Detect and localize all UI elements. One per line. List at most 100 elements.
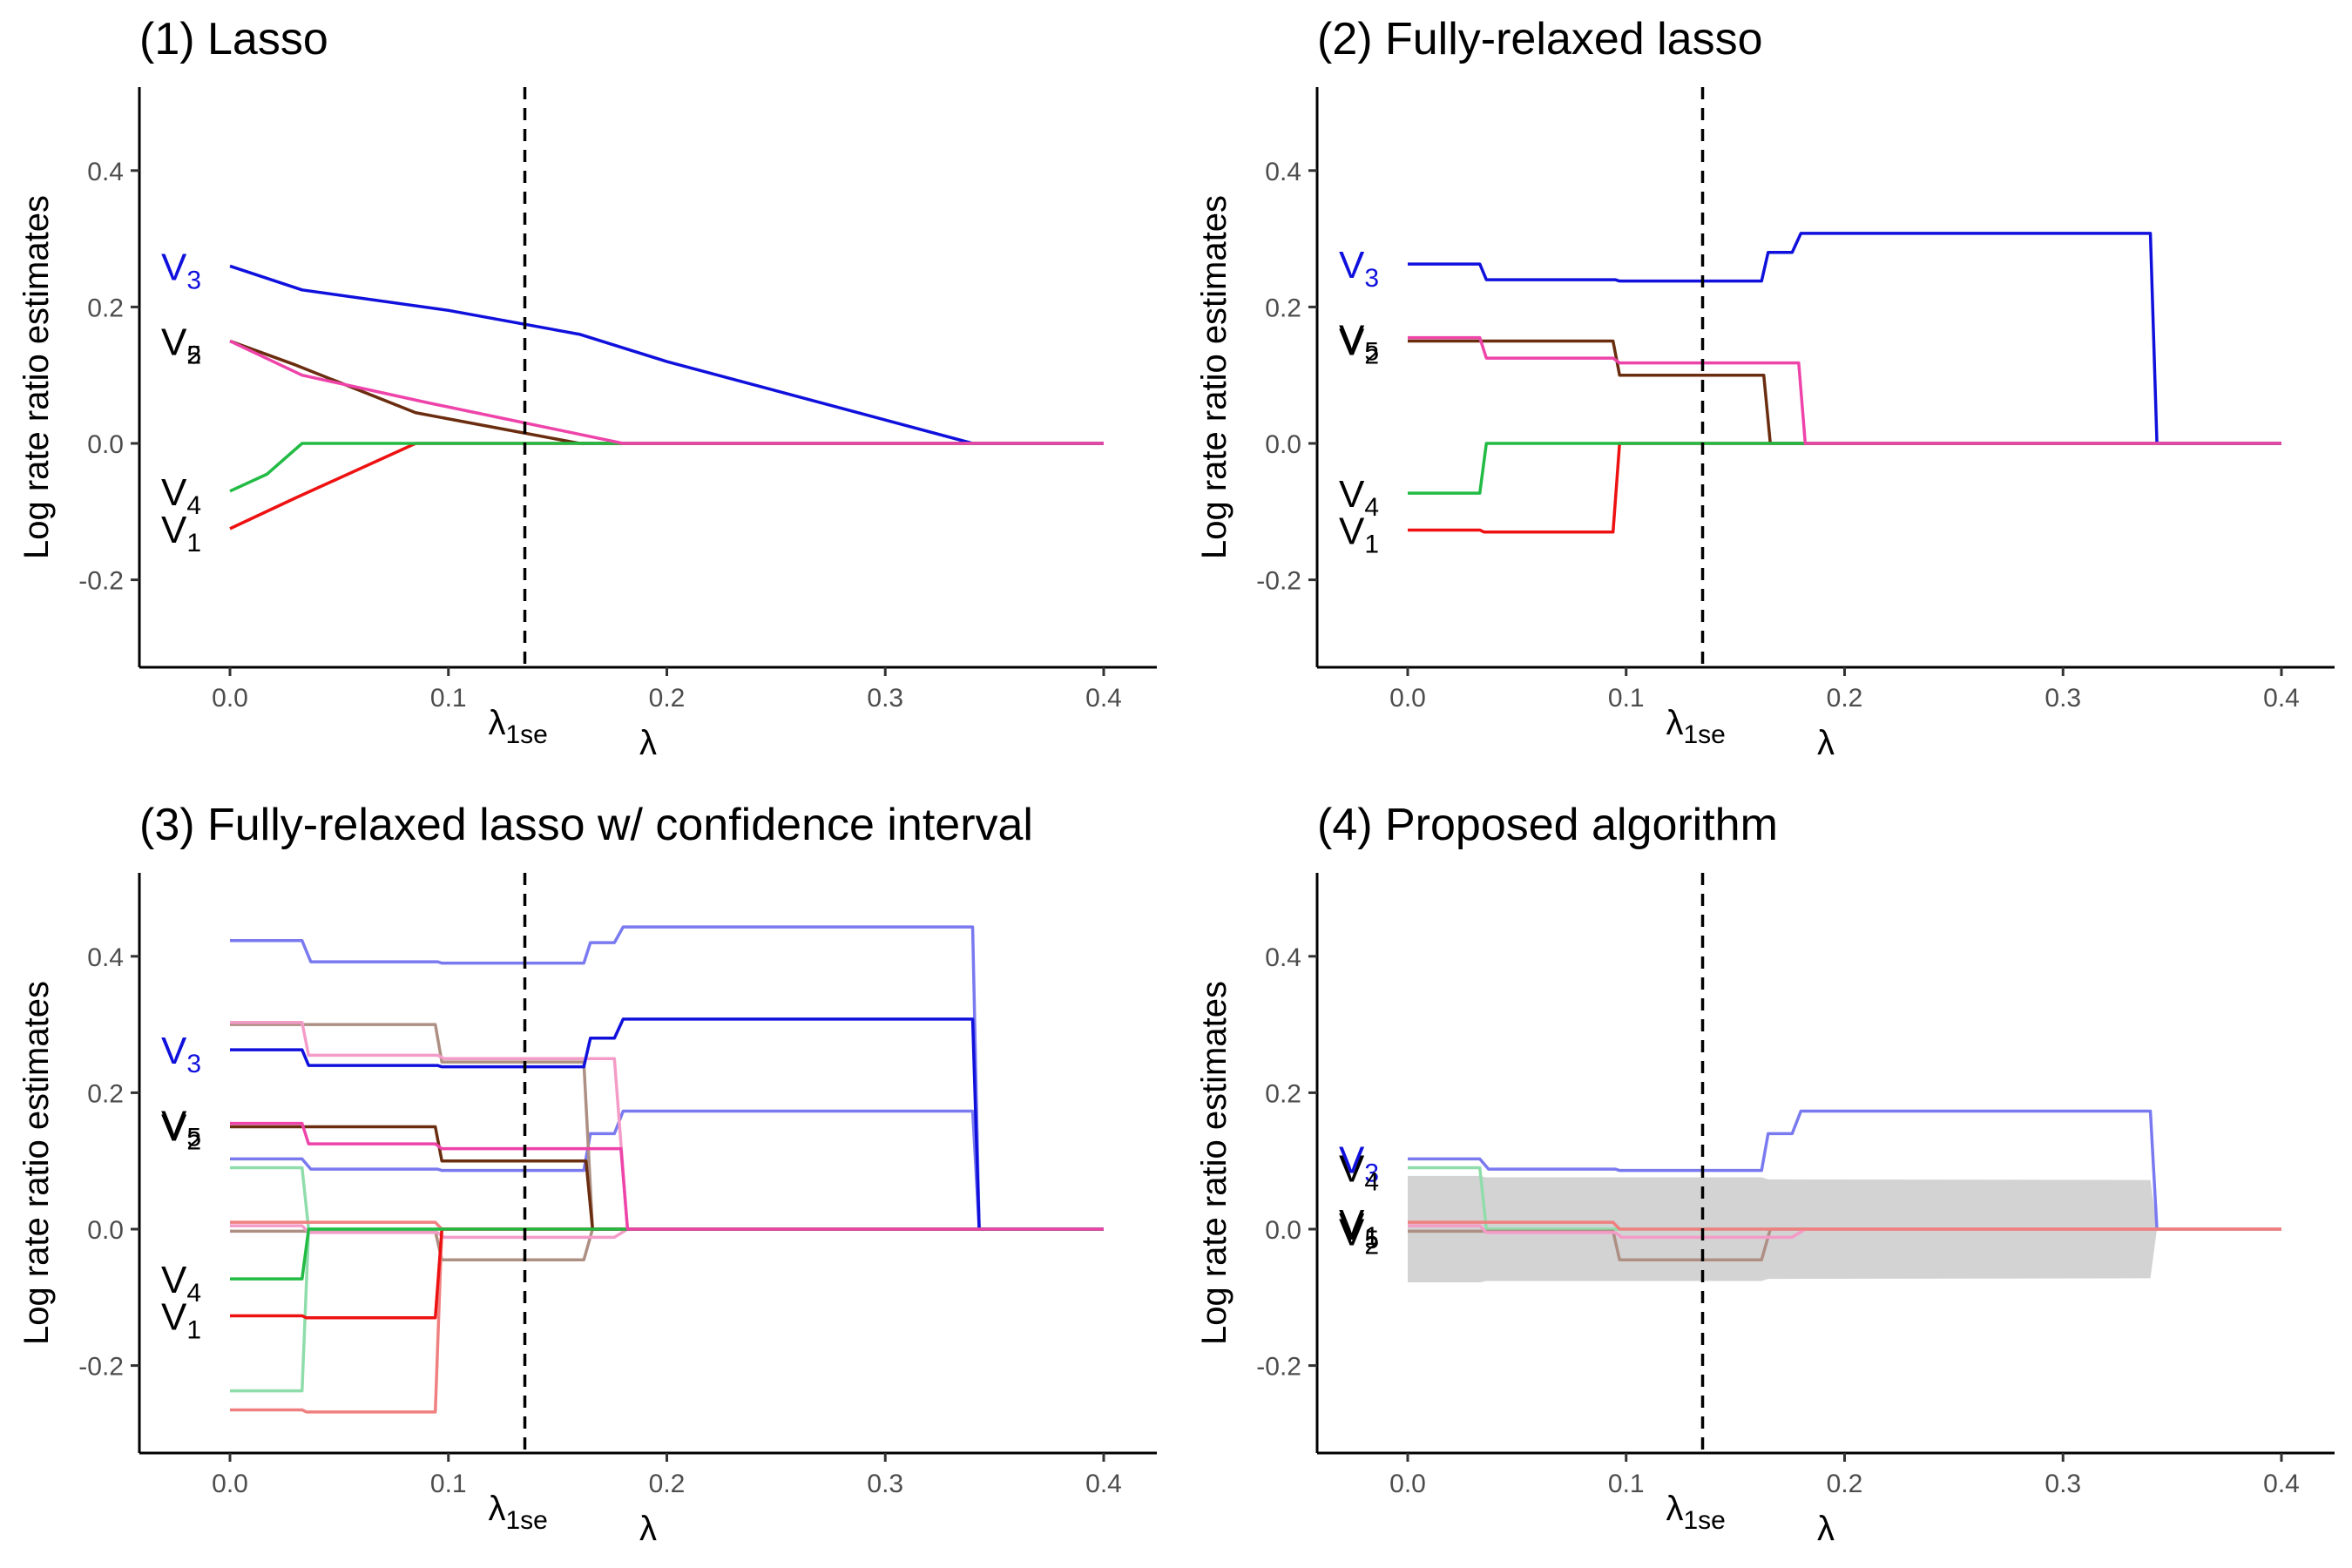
variable-label-v1: V1: [161, 509, 201, 558]
lambda-1se-subscript: 1se: [1684, 720, 1726, 749]
x-tick-label: 0.2: [649, 684, 686, 713]
y-tick-label: 0.4: [87, 943, 124, 972]
variable-label-letter: V: [1339, 1139, 1365, 1181]
x-axis-label: λ: [1817, 724, 1835, 762]
panel-4: (4) Proposed algorithm 0.0 0.1 0.2 0.3 0.4 0.4…: [1195, 800, 2335, 1548]
series-line-v4: [1408, 442, 2281, 495]
variable-label-letter: V: [161, 1107, 187, 1150]
variable-label-letter: V: [1339, 1211, 1365, 1254]
lambda-1se-subscript: 1se: [506, 720, 548, 749]
variable-label-subscript: 3: [1364, 1159, 1379, 1187]
variable-label-letter: V: [1339, 321, 1365, 364]
variable-label-v3: V3: [1339, 244, 1379, 293]
series-line-v2: [230, 1125, 1104, 1231]
interval-v5-lower: [230, 1224, 1104, 1240]
x-tick-label: 0.3: [867, 684, 903, 713]
y-tick-label: 0.4: [1265, 158, 1301, 186]
series-line-v1: [1408, 442, 2281, 534]
x-tick-label: 0.4: [1085, 1470, 1122, 1498]
y-tick-label: -0.2: [1256, 567, 1301, 596]
panel-title: (1) Lasso: [139, 14, 328, 64]
variable-label-v2: V2: [161, 1107, 201, 1156]
y-axis-label: Log rate ratio estimates: [1195, 195, 1233, 559]
x-tick-label: 0.1: [430, 1470, 467, 1498]
variable-label-subscript: 5: [1364, 1226, 1379, 1254]
y-tick-label: -0.2: [78, 1353, 124, 1382]
x-axis-label: λ: [1817, 1510, 1835, 1548]
x-tick-label: 0.3: [867, 1470, 903, 1498]
interval-v3-upper: [230, 925, 1104, 1231]
x-axis-label: λ: [639, 724, 657, 762]
variable-label-v4: V4: [161, 1259, 201, 1308]
panel-3: (3) Fully-relaxed lasso w/ confidence in…: [17, 800, 1157, 1548]
lambda-1se-symbol: λ: [489, 704, 506, 742]
variable-label-v2: V2: [1339, 321, 1379, 370]
series-line-v5: [1408, 335, 2281, 445]
series-line-v4: [230, 1227, 1104, 1281]
y-tick-label: 0.0: [1265, 430, 1301, 459]
panel-2: (2) Fully-relaxed lasso 0.0 0.1 0.2 0.3 0.4 0.…: [1195, 14, 2335, 762]
x-tick-label: 0.0: [212, 1470, 248, 1498]
series-line-v3: [1408, 232, 2281, 445]
variable-label-letter: V: [161, 1104, 187, 1146]
series-line-v1: [1408, 1220, 2281, 1231]
y-tick-label: 0.2: [87, 294, 124, 322]
variable-label-subscript: 1: [186, 1315, 201, 1344]
y-tick-label: 0.0: [1265, 1216, 1301, 1245]
variable-label-v3: V3: [161, 1030, 201, 1078]
lambda-1se-subscript: 1se: [1684, 1506, 1726, 1535]
variable-label-v4: V4: [1339, 473, 1379, 522]
lambda-1se-symbol: λ: [1666, 704, 1684, 742]
variable-label-letter: V: [161, 1259, 187, 1301]
variable-label-v5: V5: [1339, 318, 1379, 367]
variable-label-letter: V: [1339, 510, 1365, 552]
variable-label-v5: V5: [161, 321, 201, 370]
variable-label-subscript: 4: [1364, 1168, 1379, 1197]
panel-title: (2) Fully-relaxed lasso: [1317, 14, 1763, 64]
variable-label-letter: V: [1339, 1202, 1365, 1245]
panel-title: (4) Proposed algorithm: [1317, 800, 1778, 850]
x-tick-label: 0.2: [1827, 1470, 1863, 1498]
y-tick-label: -0.2: [78, 567, 124, 596]
variable-label-letter: V: [1339, 1206, 1365, 1248]
variable-label-subscript: 2: [1364, 1231, 1379, 1260]
x-tick-label: 0.1: [1608, 1470, 1645, 1498]
variable-label-subscript: 4: [186, 491, 201, 520]
variable-label-v3: V3: [161, 246, 201, 294]
series-line-v3: [1408, 1109, 2281, 1231]
lambda-1se-label: λ1se: [489, 1490, 548, 1535]
series-line-v1: [229, 442, 1104, 531]
variable-label-letter: V: [161, 1030, 187, 1072]
variable-label-v2: V2: [161, 321, 201, 370]
variable-label-subscript: 3: [1364, 264, 1379, 293]
x-tick-label: 0.1: [1608, 684, 1645, 713]
series-line-v1: [230, 1227, 1104, 1320]
variable-label-letter: V: [161, 246, 187, 288]
variable-label-subscript: 1: [1364, 1222, 1379, 1251]
variable-label-letter: V: [1339, 318, 1365, 361]
variable-label-v5: V5: [1339, 1206, 1379, 1254]
variable-label-letter: V: [161, 1295, 187, 1338]
variable-label-v5: V5: [161, 1104, 201, 1152]
interval-v4-lower: [230, 1227, 1104, 1393]
variable-label-subscript: 1: [186, 529, 201, 558]
variable-label-subscript: 3: [186, 1050, 201, 1078]
x-tick-label: 0.4: [2263, 1470, 2300, 1498]
y-tick-label: 0.2: [1265, 1079, 1301, 1108]
x-tick-label: 0.4: [2263, 684, 2300, 713]
variable-label-subscript: 1: [1364, 530, 1379, 558]
variable-label-v2: V2: [1339, 1211, 1379, 1260]
lambda-1se-label: λ1se: [1666, 704, 1726, 749]
series-line-v5: [230, 1121, 1104, 1231]
x-axis-label: λ: [639, 1510, 657, 1548]
x-tick-label: 0.1: [430, 684, 467, 713]
y-axis-label: Log rate ratio estimates: [17, 195, 56, 559]
panel-title: (3) Fully-relaxed lasso w/ confidence in…: [139, 800, 1033, 850]
variable-label-letter: V: [161, 509, 187, 551]
variable-label-subscript: 2: [1364, 341, 1379, 370]
y-tick-label: 0.4: [1265, 943, 1301, 972]
variable-label-subscript: 5: [186, 341, 201, 370]
variable-label-letter: V: [1339, 1148, 1365, 1191]
variable-label-letter: V: [1339, 244, 1365, 287]
